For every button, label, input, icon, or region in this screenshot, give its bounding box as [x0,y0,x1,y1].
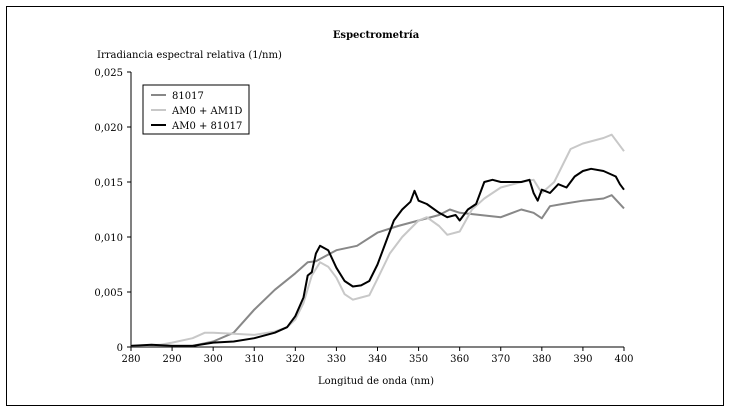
x-tick-label: 320 [286,354,305,365]
legend: 81017 AM0 + AM1D AM0 + 81017 [142,84,250,135]
x-tick-label: 350 [409,354,428,365]
y-tick-label: 0,025 [94,68,123,79]
series-line-am0-81017 [130,167,625,347]
legend-label: 81017 [172,91,204,102]
axes: 280 290 300 310 320 330 340 350 360 370 380 390 400 0… [94,68,633,365]
x-tick-label: 340 [368,354,387,365]
x-tick-label: 370 [491,354,510,365]
legend-label: AM0 + 81017 [171,121,242,132]
y-tick-label: 0,005 [94,288,123,299]
x-tick-label: 310 [245,354,264,365]
y-axis-label: Irradiancia espectral relativa (1/nm) [97,50,282,61]
chart-title: Espectrometría [333,30,420,41]
series-lines [130,133,625,347]
chart-frame [6,6,724,406]
series-line-81017 [131,194,625,347]
x-axis-label: Longitud de onda (nm) [318,376,434,387]
y-tick-label: 0,020 [94,123,123,134]
x-tick-label: 290 [163,354,182,365]
x-tick-label: 360 [450,354,469,365]
y-tick-label: 0,015 [94,178,123,189]
x-tick-label: 390 [573,354,592,365]
x-tick-label: 400 [614,354,633,365]
y-tick-label: 0,010 [94,233,123,244]
y-tick-label: 0 [117,343,123,354]
x-tick-label: 380 [532,354,551,365]
x-tick-label: 330 [327,354,346,365]
x-tick-label: 300 [204,354,223,365]
x-tick-label: 280 [121,354,140,365]
series-line-am0-am1d [130,133,625,347]
legend-label: AM0 + AM1D [171,106,242,117]
